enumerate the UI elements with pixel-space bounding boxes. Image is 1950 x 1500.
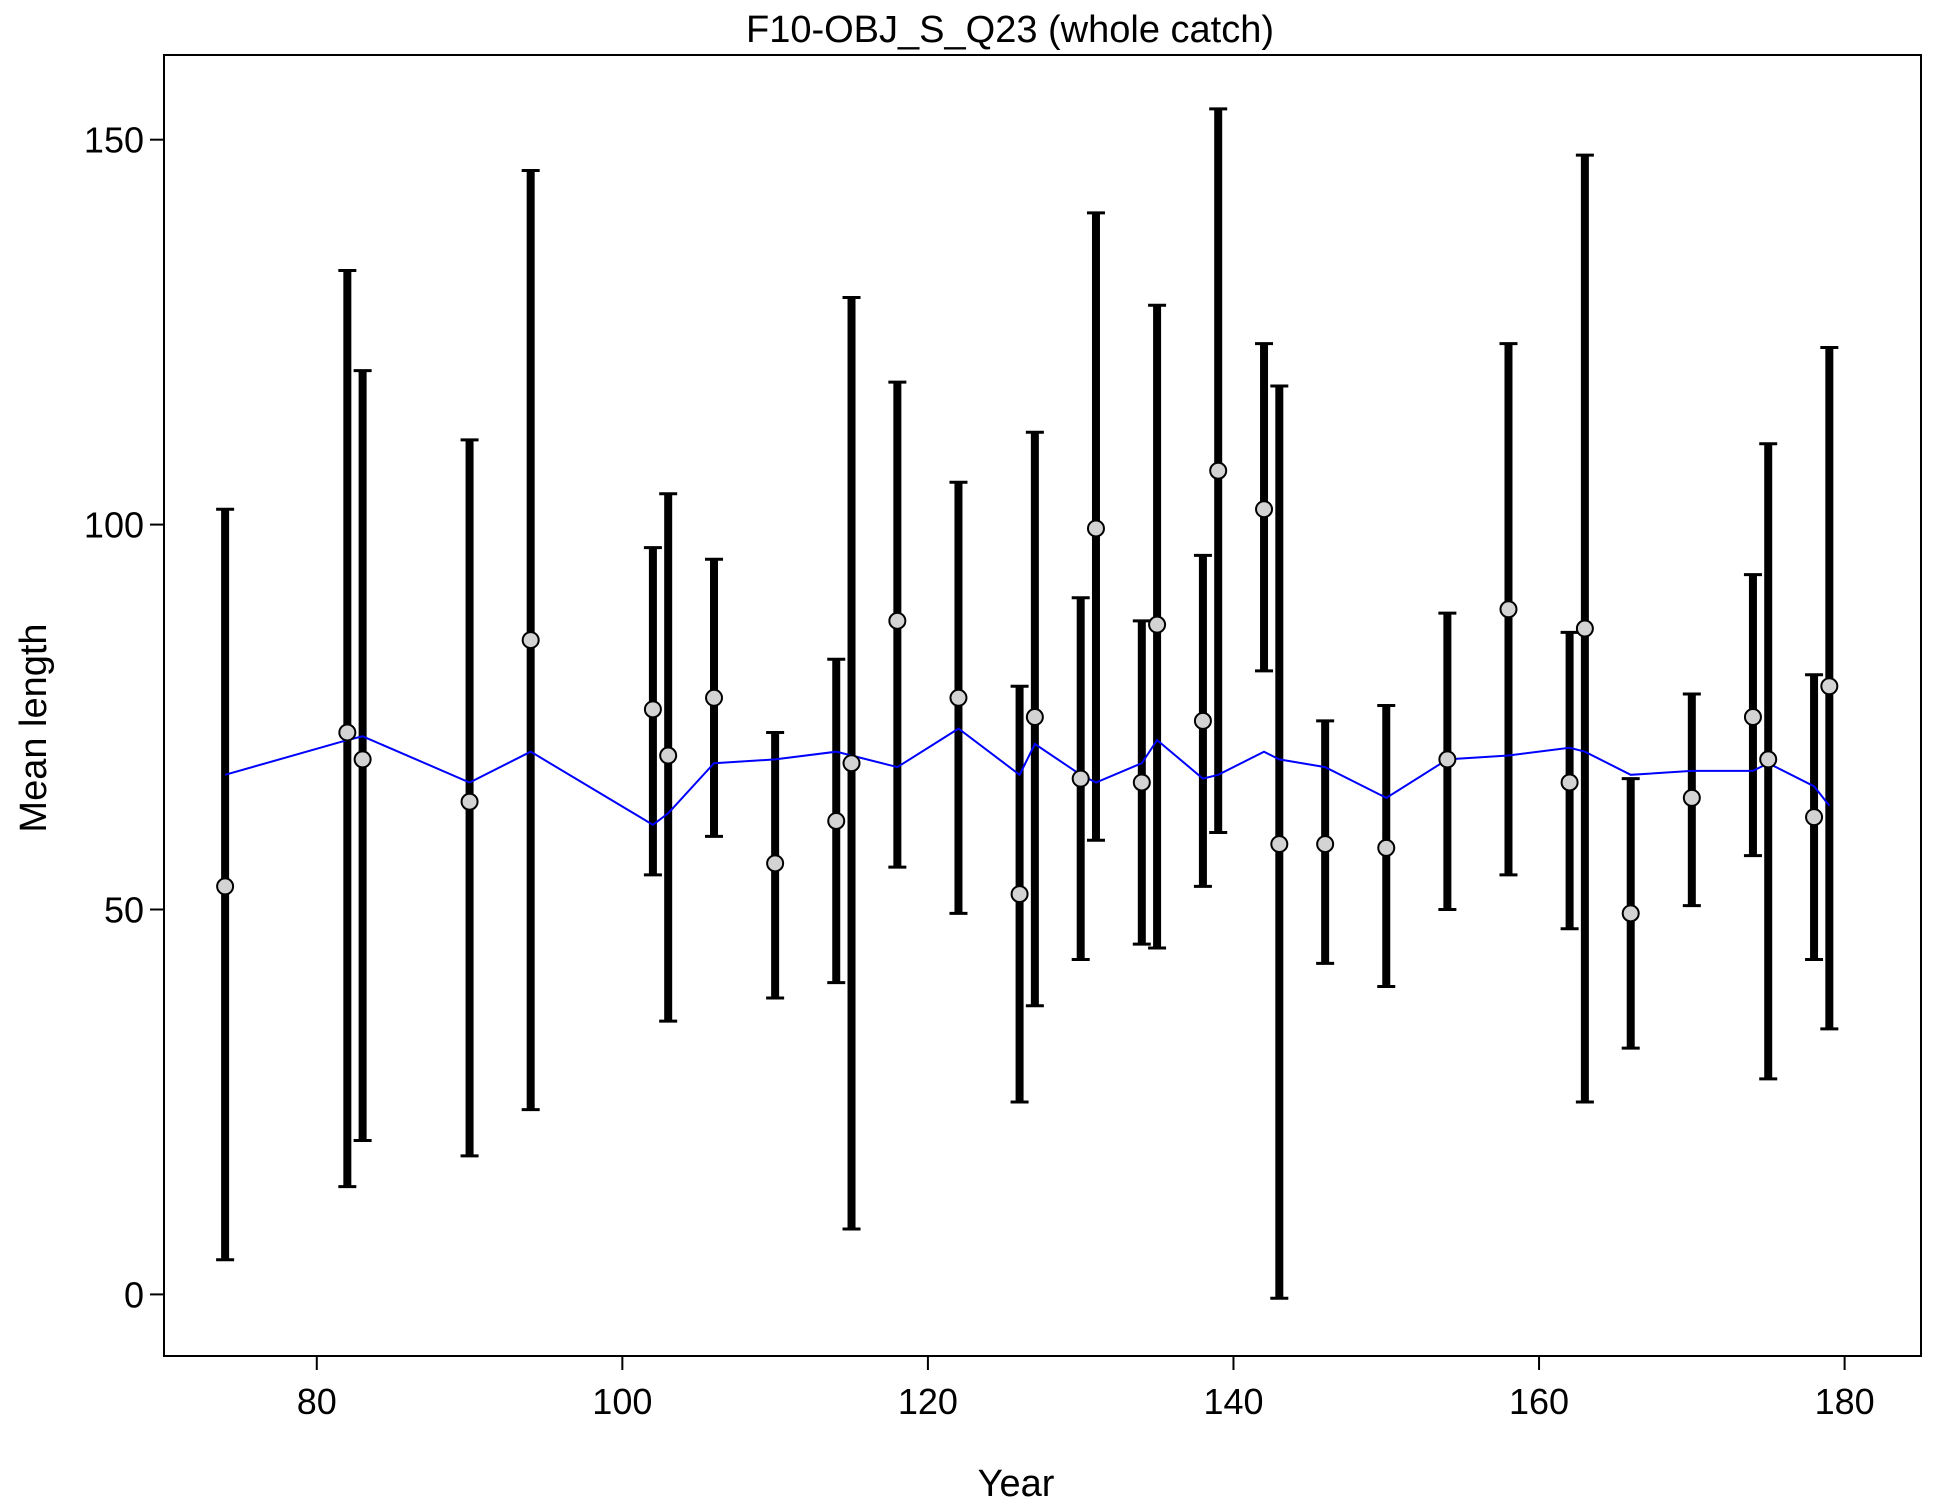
- observed-point: [1759, 750, 1778, 769]
- observed-point: [353, 750, 372, 769]
- observed-point: [949, 688, 968, 707]
- observed-point: [1438, 750, 1457, 769]
- x-tick-label: 160: [1509, 1381, 1569, 1422]
- observed-point: [460, 792, 479, 811]
- observed-point: [1132, 773, 1151, 792]
- x-tick-label: 120: [898, 1381, 958, 1422]
- observed-point: [521, 631, 540, 650]
- observed-point: [1255, 500, 1274, 519]
- observed-point: [827, 811, 846, 830]
- x-tick-label: 140: [1203, 1381, 1263, 1422]
- observed-point: [1377, 838, 1396, 857]
- observed-point: [1086, 519, 1105, 538]
- plot-area: [216, 107, 1839, 1300]
- x-tick-label: 80: [297, 1381, 337, 1422]
- expected-mean-line: [224, 727, 1831, 827]
- observed-point: [1148, 615, 1167, 634]
- x-tick-label: 100: [592, 1381, 652, 1422]
- observed-point: [338, 723, 357, 742]
- observed-point: [1193, 711, 1212, 730]
- observed-point: [1743, 708, 1762, 727]
- observed-point: [705, 688, 724, 707]
- observed-point: [1682, 788, 1701, 807]
- y-tick-label: 0: [124, 1274, 144, 1315]
- x-axis-title: Year: [978, 1463, 1055, 1500]
- observed-point: [1575, 619, 1594, 638]
- chart-title: F10-OBJ_S_Q23 (whole catch): [746, 9, 1274, 51]
- observed-point: [1499, 600, 1518, 619]
- observed-point: [1621, 904, 1640, 923]
- observed-point: [1316, 835, 1335, 854]
- observed-point: [643, 700, 662, 719]
- plot-frame: [163, 54, 1922, 1357]
- observed-point: [1820, 677, 1839, 696]
- y-axis-title: Mean length: [13, 623, 55, 832]
- observed-point: [888, 611, 907, 630]
- observed-point: [1270, 835, 1289, 854]
- observed-point: [1025, 708, 1044, 727]
- observed-point: [1560, 773, 1579, 792]
- y-tick-label: 50: [104, 890, 144, 931]
- observed-point: [216, 877, 235, 896]
- observed-point: [766, 854, 785, 873]
- observed-point: [1010, 885, 1029, 904]
- axes: 80 100 120 140 160 180 0 50 100 150: [84, 54, 1922, 1422]
- x-tick-label: 180: [1815, 1381, 1875, 1422]
- observed-point: [659, 746, 678, 765]
- observed-point: [1209, 461, 1228, 480]
- observed-point: [1805, 808, 1824, 827]
- y-tick-label: 150: [84, 120, 144, 161]
- observed-point: [842, 754, 861, 773]
- y-tick-label: 100: [84, 505, 144, 546]
- observed-point: [1071, 769, 1090, 788]
